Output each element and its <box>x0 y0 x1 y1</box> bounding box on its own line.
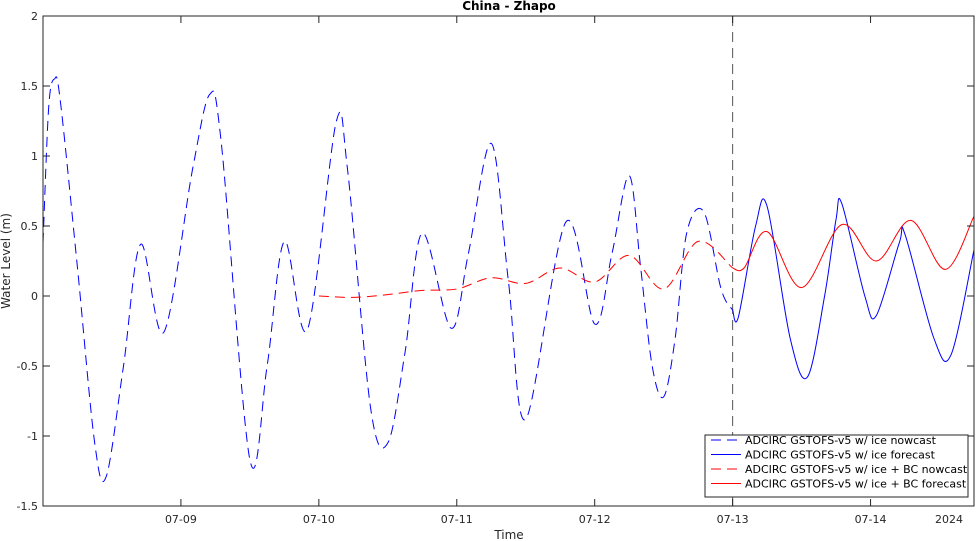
series-line-adcirc-gstofs-v5-w-ice-bc-forecast <box>732 215 975 289</box>
y-tick-label: -1 <box>27 430 38 443</box>
x-tick-label: 07-11 <box>441 513 473 526</box>
series-line-adcirc-gstofs-v5-w-ice-nowcast <box>42 76 734 483</box>
y-tick-label: -0.5 <box>17 360 38 373</box>
legend-label-adcirc-gstofs-v5-w-ice-bc-nowcast: ADCIRC GSTOFS-v5 w/ ice + BC nowcast <box>745 463 968 476</box>
chart-title: China - Zhapo <box>462 0 556 13</box>
y-tick-label: 0 <box>31 290 38 303</box>
legend-box <box>704 434 969 498</box>
y-tick-label: -1.5 <box>17 500 38 513</box>
x-tick-label: 07-13 <box>717 513 749 526</box>
series-line-adcirc-gstofs-v5-w-ice-forecast <box>732 197 975 380</box>
legend-label-adcirc-gstofs-v5-w-ice-bc-forecast: ADCIRC GSTOFS-v5 w/ ice + BC forecast <box>745 478 967 491</box>
y-tick-label: 0.5 <box>21 220 39 233</box>
plot-lines <box>42 16 975 506</box>
x-tick-label: 07-12 <box>579 513 611 526</box>
x-tick-label: 07-10 <box>303 513 335 526</box>
y-axis-title: Water Level (m) <box>0 213 13 309</box>
y-tick-label: 1.5 <box>21 80 39 93</box>
series-line-adcirc-gstofs-v5-w-ice-bc-nowcast <box>318 240 733 298</box>
y-tick-label: 2 <box>31 10 38 23</box>
plot-frame <box>42 15 975 507</box>
x-axis-title: Time <box>493 528 523 541</box>
legend: ADCIRC GSTOFS-v5 w/ ice nowcast ADCIRC GS… <box>704 434 969 498</box>
axis-ticks: -1.5 -1 -0.5 0 0.5 1 1.5 2 07-09 07-10 07-11 07-12 0… <box>17 10 974 526</box>
x-tick-label: 07-09 <box>165 513 197 526</box>
x-axis-year-label: 2024 <box>935 513 963 526</box>
y-tick-label: 1 <box>31 150 38 163</box>
legend-label-adcirc-gstofs-v5-w-ice-nowcast: ADCIRC GSTOFS-v5 w/ ice nowcast <box>745 434 937 447</box>
x-tick-label: 07-14 <box>855 513 887 526</box>
legend-label-adcirc-gstofs-v5-w-ice-forecast: ADCIRC GSTOFS-v5 w/ ice forecast <box>745 449 936 462</box>
